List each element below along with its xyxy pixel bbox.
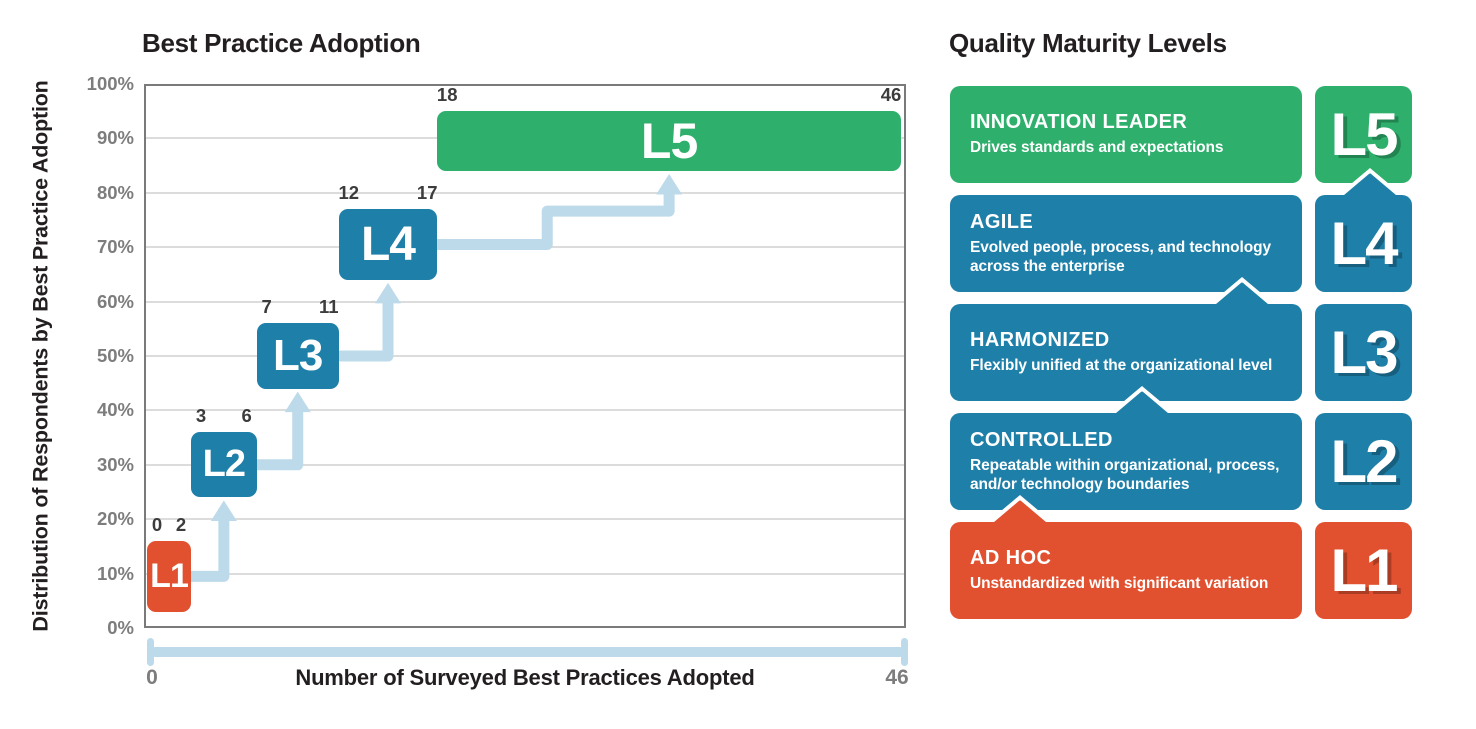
level-card: CONTROLLED Repeatable within organization… bbox=[950, 413, 1302, 510]
level-badge-label: L2 bbox=[1330, 428, 1398, 495]
level-up-connector bbox=[1214, 277, 1270, 306]
level-card-name: HARMONIZED bbox=[970, 329, 1110, 352]
gridline bbox=[146, 518, 904, 521]
level-badge: L3 bbox=[1315, 304, 1412, 401]
connector-notch bbox=[995, 495, 1045, 516]
connector-peak bbox=[1214, 282, 1270, 306]
x-axis-min-label: 0 bbox=[146, 666, 158, 689]
connector-notch bbox=[1117, 386, 1167, 407]
y-axis-tick-label: 60% bbox=[96, 290, 134, 312]
gridline bbox=[146, 409, 904, 412]
x-axis-title: Number of Surveyed Best Practices Adopte… bbox=[295, 665, 755, 690]
gridline bbox=[146, 463, 904, 466]
y-axis-tick-label: 10% bbox=[96, 562, 134, 584]
gridline bbox=[146, 572, 904, 575]
gridline bbox=[146, 355, 904, 357]
connector-notch bbox=[1217, 277, 1267, 298]
x-axis-right-cap bbox=[901, 638, 908, 666]
level-card-description: Drives standards and expectations bbox=[970, 139, 1224, 157]
level-card: AGILE Evolved people, process, and techno… bbox=[950, 195, 1302, 292]
x-axis-max-label: 46 bbox=[885, 666, 909, 689]
level-card-name: AGILE bbox=[970, 210, 1034, 233]
y-axis-tick-label: 20% bbox=[96, 508, 134, 530]
gridline bbox=[146, 246, 904, 249]
connector-notch bbox=[1345, 168, 1395, 189]
level-badge: L4 bbox=[1315, 195, 1412, 292]
level-card-name: INNOVATION LEADER bbox=[970, 111, 1188, 134]
level-badge: L1 bbox=[1315, 522, 1412, 619]
y-axis-tick-label: 90% bbox=[96, 127, 134, 149]
y-axis-tick-label: 0% bbox=[107, 617, 134, 638]
y-axis-tick-label: 70% bbox=[96, 236, 134, 258]
x-axis-left-cap bbox=[147, 638, 154, 666]
x-axis-range-bar bbox=[150, 647, 905, 657]
connector-peak bbox=[1342, 173, 1398, 197]
level-card-name: AD HOC bbox=[970, 547, 1052, 570]
level-badge: L2 bbox=[1315, 413, 1412, 510]
level-card-description: Flexibly unified at the organizational l… bbox=[970, 357, 1273, 375]
plot-area bbox=[144, 84, 906, 628]
connector-peak bbox=[992, 500, 1048, 524]
level-badge-label: L3 bbox=[1330, 319, 1398, 386]
y-axis-title: Distribution of Respondents by Best Prac… bbox=[28, 80, 53, 632]
gridline bbox=[146, 137, 904, 140]
level-up-connector bbox=[992, 495, 1048, 524]
y-axis-tick-label: 40% bbox=[96, 399, 134, 421]
chart-title: Best Practice Adoption bbox=[142, 28, 421, 58]
level-up-connector bbox=[1342, 168, 1398, 197]
level-card: AD HOC Unstandardized with significant va… bbox=[950, 522, 1302, 619]
level-badge: L5 bbox=[1315, 86, 1412, 183]
level-badge-label: L5 bbox=[1330, 101, 1398, 168]
y-axis-tick-label: 30% bbox=[96, 453, 134, 475]
level-card: HARMONIZED Flexibly unified at the organi… bbox=[950, 304, 1302, 401]
level-up-connector bbox=[1114, 386, 1170, 415]
level-card-description: Unstandardized with significant variatio… bbox=[970, 575, 1269, 593]
y-axis-tick-label: 100% bbox=[86, 73, 134, 94]
gridline bbox=[146, 300, 904, 303]
y-axis-tick-label: 50% bbox=[96, 345, 134, 366]
level-card-description: Repeatable within organizational, proces… bbox=[970, 456, 1280, 493]
connector-peak bbox=[1114, 391, 1170, 415]
level-badge-label: L1 bbox=[1330, 537, 1398, 604]
level-badge-label: L4 bbox=[1330, 210, 1398, 277]
level-card: INNOVATION LEADER Drives standards and ex… bbox=[950, 86, 1302, 183]
level-card-name: CONTROLLED bbox=[970, 428, 1113, 451]
panel-title: Quality Maturity Levels bbox=[949, 28, 1227, 58]
y-axis-tick-label: 80% bbox=[96, 181, 134, 203]
gridline bbox=[146, 191, 904, 194]
level-card-description: Evolved people, process, and technology … bbox=[970, 238, 1272, 275]
